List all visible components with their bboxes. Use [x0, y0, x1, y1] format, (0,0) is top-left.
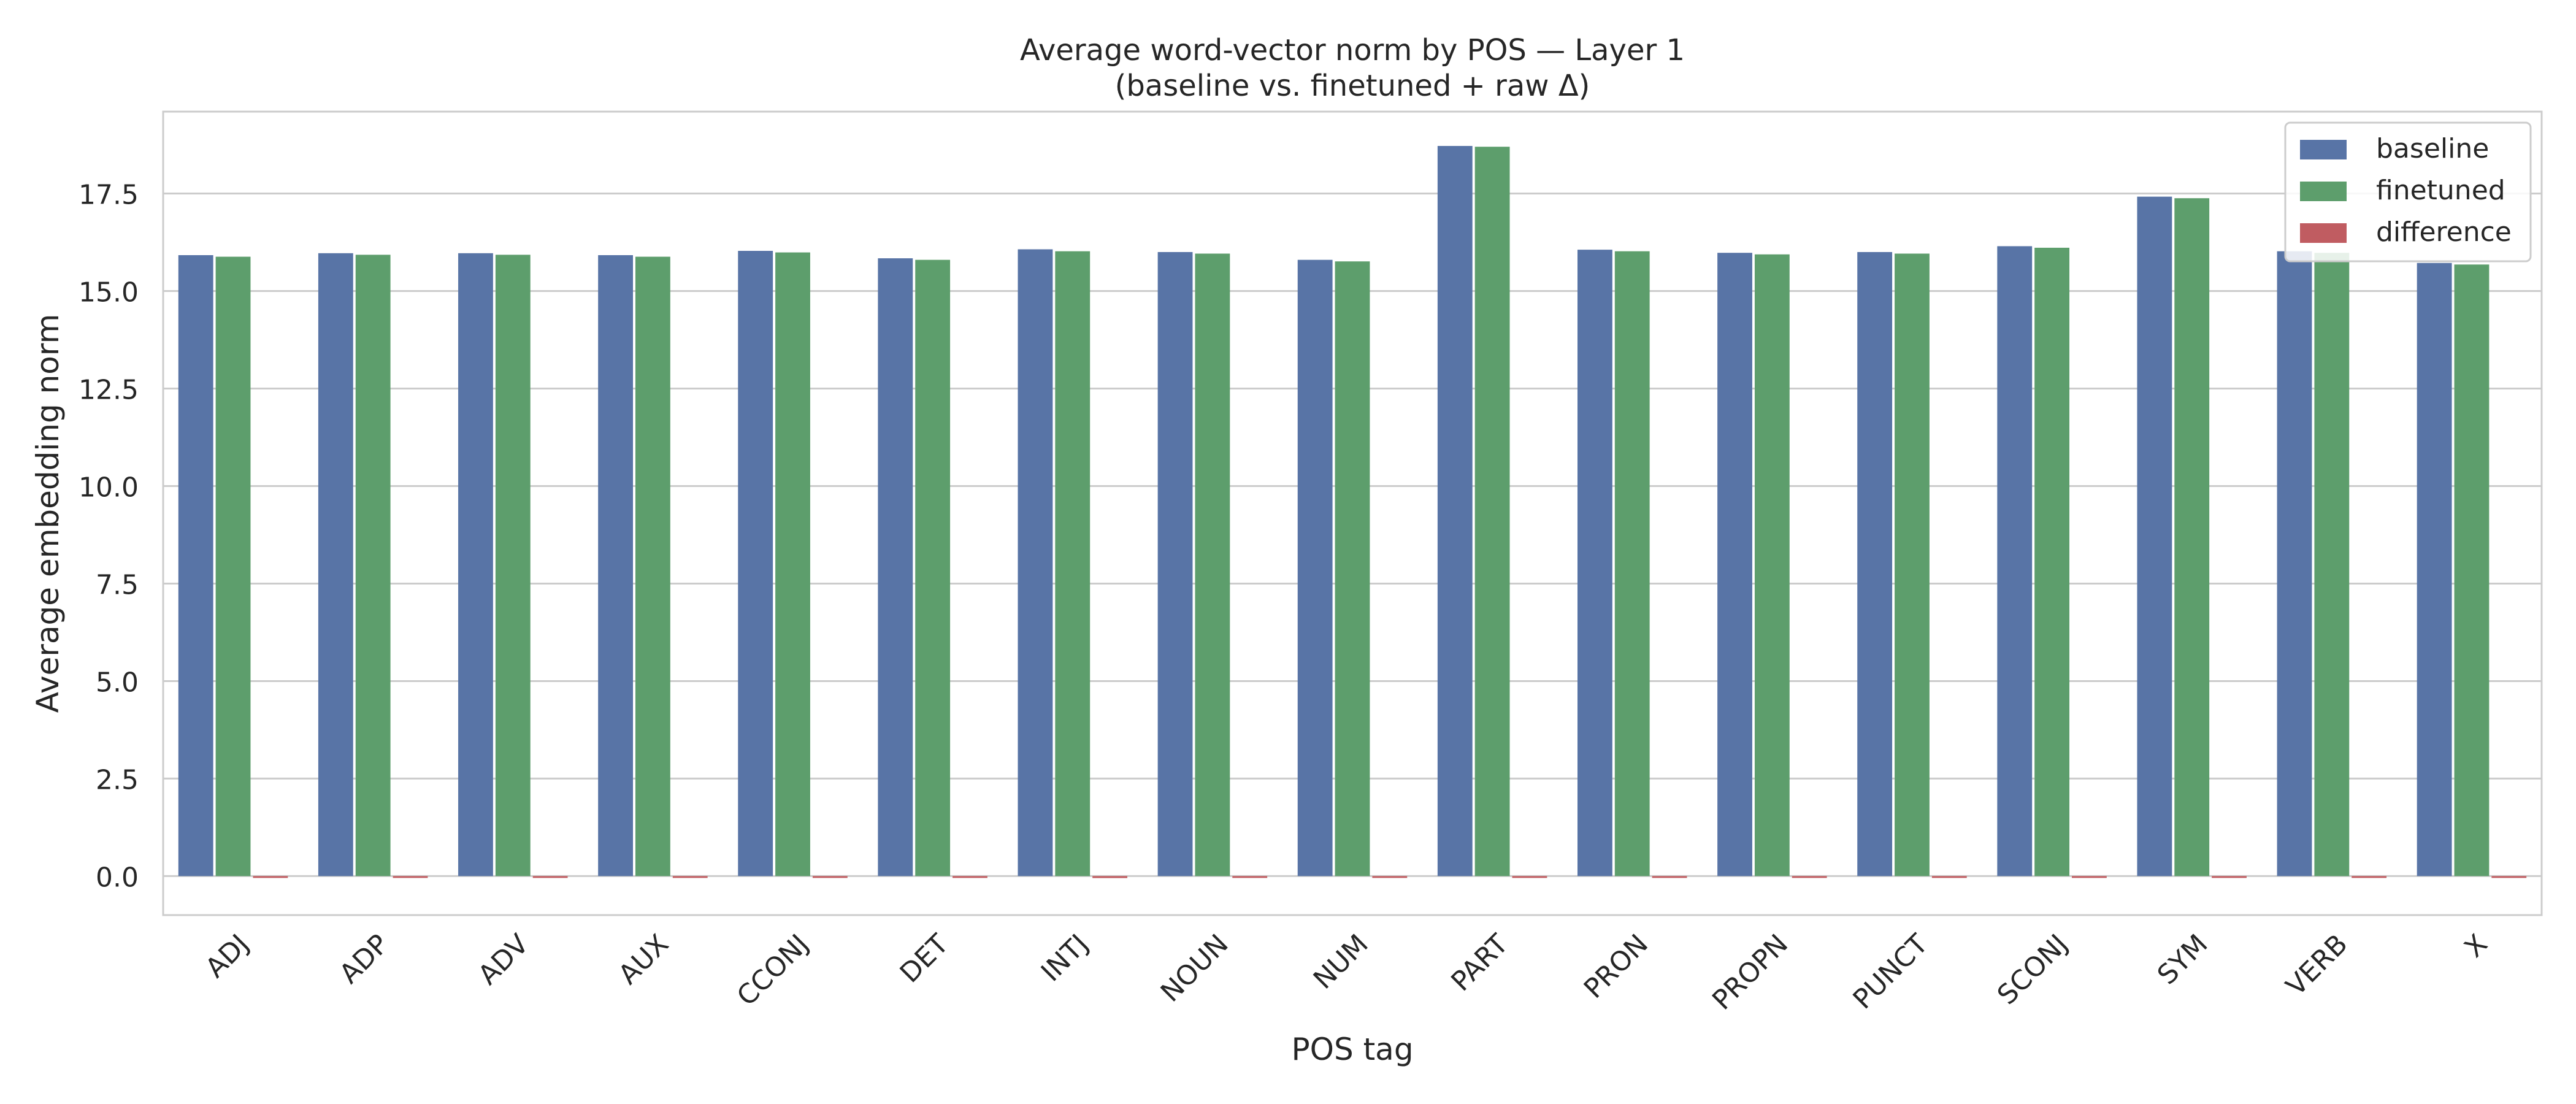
bar-difference — [2491, 876, 2527, 878]
bar-finetuned — [1055, 251, 1091, 876]
bar-finetuned — [355, 255, 391, 876]
bar-difference — [1512, 876, 1547, 878]
y-tick-label: 7.5 — [96, 569, 139, 600]
bar-finetuned — [635, 256, 670, 876]
bar-baseline — [1577, 250, 1612, 876]
legend-swatch — [2300, 140, 2347, 159]
bar-finetuned — [1895, 253, 1930, 876]
bar-difference — [393, 876, 428, 878]
chart-subtitle: (baseline vs. finetuned + raw Δ) — [1115, 69, 1590, 103]
bar-finetuned — [2314, 253, 2350, 876]
bar-finetuned — [915, 259, 951, 876]
bar-finetuned — [1335, 261, 1370, 876]
bar-difference — [672, 876, 708, 878]
bar-difference — [2352, 876, 2387, 878]
y-tick-label: 0.0 — [96, 862, 139, 893]
y-tick-label: 5.0 — [96, 667, 139, 698]
bar-difference — [1232, 876, 1268, 878]
bar-difference — [532, 876, 568, 878]
bar-difference — [1092, 876, 1128, 878]
bar-baseline — [2277, 251, 2312, 876]
bar-finetuned — [2454, 264, 2490, 876]
bar-difference — [953, 876, 987, 878]
bar-finetuned — [2174, 198, 2210, 876]
y-axis-label: Average embedding norm — [30, 314, 66, 713]
legend-label: difference — [2376, 217, 2512, 248]
bar-baseline — [1857, 251, 1893, 876]
bar-difference — [812, 876, 848, 878]
bar-difference — [1652, 876, 1687, 878]
bar-baseline — [878, 258, 913, 876]
y-tick-label: 10.0 — [79, 472, 139, 503]
bar-finetuned — [1195, 253, 1230, 876]
plot-frame — [162, 110, 2543, 916]
bar-baseline — [458, 253, 493, 876]
bar-baseline — [2417, 263, 2452, 876]
y-tick-label: 2.5 — [96, 764, 139, 795]
bar-baseline — [1717, 253, 1752, 876]
x-axis-label: POS tag — [1291, 1032, 1413, 1067]
legend-label: finetuned — [2376, 175, 2505, 206]
bar-baseline — [1997, 246, 2033, 876]
bars — [178, 145, 2527, 878]
bar-finetuned — [215, 256, 251, 876]
y-tick-label: 17.5 — [79, 180, 139, 211]
bar-difference — [1372, 876, 1408, 878]
bar-finetuned — [1754, 254, 1790, 876]
legend: baseline finetuned difference — [2284, 121, 2532, 263]
bar-difference — [2072, 876, 2107, 878]
bar-baseline — [1437, 145, 1473, 876]
bar-baseline — [318, 253, 353, 876]
legend-swatch — [2300, 223, 2347, 243]
bar-baseline — [738, 251, 773, 876]
bar-difference — [1792, 876, 1827, 878]
bar-baseline — [1157, 251, 1193, 876]
bar-difference — [253, 876, 288, 878]
y-tick-label: 15.0 — [79, 277, 139, 309]
bar-difference — [2212, 876, 2247, 878]
bar-difference — [1931, 876, 1967, 878]
bar-finetuned — [2034, 247, 2070, 876]
chart-title: Average word-vector norm by POS — Layer … — [1020, 33, 1685, 67]
legend-swatch — [2300, 182, 2347, 201]
bar-baseline — [598, 255, 633, 876]
bar-baseline — [1297, 259, 1333, 876]
bar-finetuned — [495, 255, 531, 876]
y-tick-labels: 0.0 2.5 5.0 7.5 10.0 12.5 15.0 17.5 — [79, 180, 139, 894]
bar-finetuned — [775, 252, 810, 876]
legend-label: baseline — [2376, 133, 2489, 164]
bar-finetuned — [1614, 251, 1650, 876]
y-tick-label: 12.5 — [79, 375, 139, 406]
bar-baseline — [2137, 196, 2172, 876]
bar-baseline — [1018, 249, 1053, 876]
bar-baseline — [178, 255, 213, 876]
bar-finetuned — [1474, 147, 1510, 876]
